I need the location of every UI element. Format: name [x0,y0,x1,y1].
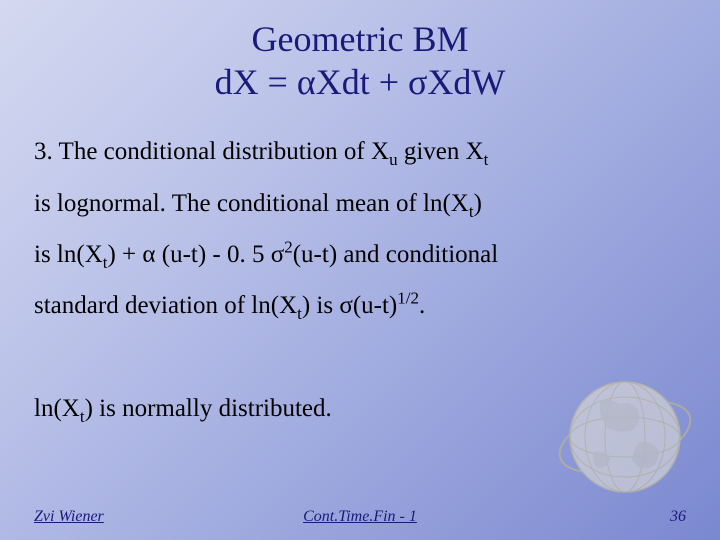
footer-author: Zvi Wiener [34,508,251,526]
slide-body: 3. The conditional distribution of Xu gi… [28,126,692,434]
p5-a: ln(X [34,395,80,422]
p4-b: ) is σ(u-t) [302,292,397,319]
p2-b: ) [474,190,482,217]
p5-b: ) is normally distributed. [85,395,332,422]
footer-page: 36 [469,508,686,526]
p2-a: is lognormal. The conditional mean of ln… [34,190,469,217]
p3-a: is ln(X [34,241,103,268]
p3-sup1: 2 [284,238,293,257]
title-line2: dX = αXdt + σXdW [215,62,506,102]
p1-b: given X [398,138,484,165]
p1-sub2: t [484,150,489,169]
p1-a: 3. The conditional distribution of X [34,138,389,165]
slide-title: Geometric BM dX = αXdt + σXdW [28,18,692,104]
p4-a: standard deviation of ln(X [34,292,297,319]
title-line1: Geometric BM [252,19,469,59]
footer-center: Cont.Time.Fin - 1 [251,508,468,526]
p4-sup1: 1/2 [397,289,419,308]
p1-sub1: u [389,150,398,169]
p3-c: (u-t) and conditional [293,241,499,268]
p3-b: ) + α (u-t) - 0. 5 σ [107,241,284,268]
p4-c: . [419,292,425,319]
footer: Zvi Wiener Cont.Time.Fin - 1 36 [0,508,720,526]
